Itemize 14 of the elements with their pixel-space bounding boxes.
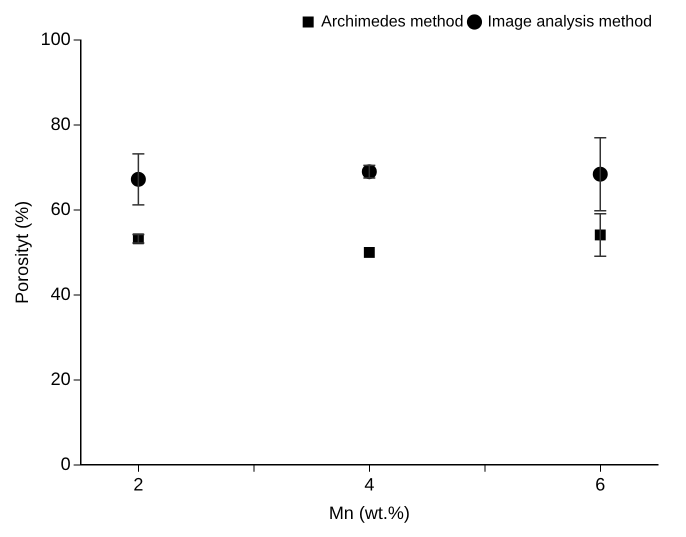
x-tick-label: 4 <box>364 474 374 495</box>
x-tick-label: 6 <box>595 474 606 495</box>
legend-label: Image analysis method <box>487 13 652 30</box>
y-tick-label: 100 <box>40 28 71 49</box>
y-tick-label: 0 <box>60 454 71 474</box>
y-tick-label: 80 <box>50 114 71 134</box>
x-axis-title: Mn (wt.%) <box>328 503 410 524</box>
y-tick-label: 60 <box>50 198 71 219</box>
y-axis-title: Porosityt (%) <box>12 200 32 304</box>
legend-label: Archimedes method <box>321 13 464 30</box>
y-tick-label: 20 <box>50 368 71 389</box>
y-tick-label: 40 <box>50 284 71 304</box>
x-tick-label: 2 <box>133 474 144 495</box>
point <box>364 246 375 258</box>
